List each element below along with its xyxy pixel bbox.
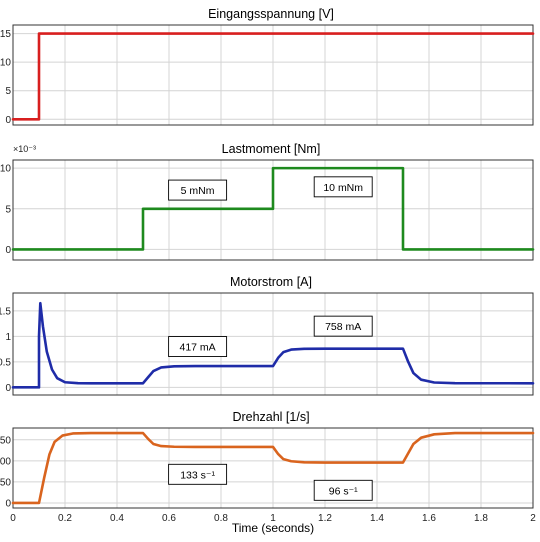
plot-frame — [12, 24, 534, 126]
x-tick-label: 0.8 — [214, 513, 228, 524]
annotation-box — [168, 336, 228, 357]
annotation: 758 mA — [313, 315, 373, 337]
series-line — [11, 431, 535, 505]
y-tick-label: 00 — [0, 456, 11, 467]
annotation: 417 mA — [168, 336, 228, 357]
chart-panel-2: 0 5 10×10⁻³ Lastmoment [Nm] 5 mNm 10 mNm — [0, 142, 535, 261]
x-tick-label: 1.6 — [422, 513, 436, 524]
chart-title: Drehzahl [1/s] — [232, 410, 309, 424]
x-tick-label: 2 — [530, 513, 536, 524]
annotation-text: 5 mNm — [181, 185, 215, 197]
x-tick-label: 0.2 — [58, 513, 72, 524]
y-tick-label: 1.5 — [0, 306, 11, 317]
y-exponent-label: ×10⁻³ — [13, 144, 36, 154]
y-tick-label: 5 — [5, 204, 11, 215]
annotation: 133 s⁻¹ — [168, 463, 228, 485]
y-tick-label: 15 — [0, 29, 11, 40]
x-axis-label: Time (seconds) — [232, 521, 314, 535]
annotation-box — [168, 463, 228, 485]
y-tick-label: 10 — [0, 164, 11, 175]
annotation-box — [313, 315, 373, 337]
y-tick-label: 50 — [0, 435, 11, 446]
x-tick-label: 1.8 — [474, 513, 488, 524]
chart-panel-4: 0 50 00 50 Drehzahl [1/s] 133 s⁻¹ 96 s⁻¹ 0 0.2 0.… — [0, 410, 536, 535]
series-line — [11, 301, 535, 389]
plot-frame — [12, 159, 534, 261]
series-line — [11, 166, 535, 251]
annotation-text: 417 mA — [180, 342, 216, 354]
annotation-box — [313, 479, 373, 501]
plot-frame — [12, 292, 534, 396]
chart-title: Lastmoment [Nm] — [222, 142, 321, 156]
y-tick-label: 0.5 — [0, 357, 11, 368]
annotation-box — [168, 179, 228, 201]
x-tick-label: 1.2 — [318, 513, 332, 524]
x-tick-label: 1.4 — [370, 513, 384, 524]
chart-title: Eingangsspannung [V] — [208, 7, 334, 21]
series-line — [11, 32, 535, 121]
chart-panel-3: 0 0.5 1 1.5 Motorstrom [A] 417 mA 758 mA — [0, 275, 535, 396]
y-tick-label: 0 — [5, 498, 11, 509]
chart-title: Motorstrom [A] — [230, 275, 312, 289]
annotation-box — [313, 176, 373, 198]
plot-frame — [12, 427, 534, 509]
annotation: 96 s⁻¹ — [313, 479, 373, 501]
y-tick-label: 1 — [5, 332, 11, 343]
annotation: 10 mNm — [313, 176, 373, 198]
x-tick-label: 0 — [10, 513, 16, 524]
chart-panel-1: 0 5 10 15 Eingangsspannung [V] — [0, 7, 535, 126]
y-tick-label: 0 — [5, 115, 11, 126]
x-tick-label: 1 — [270, 513, 276, 524]
x-tick-label: 0.4 — [110, 513, 124, 524]
y-tick-label: 0 — [5, 383, 11, 394]
y-tick-label: 50 — [0, 477, 11, 488]
y-tick-label: 10 — [0, 58, 11, 69]
annotation-text: 96 s⁻¹ — [329, 485, 358, 497]
y-tick-label: 5 — [5, 86, 11, 97]
annotation-text: 758 mA — [325, 321, 361, 333]
annotation: 5 mNm — [168, 179, 228, 201]
annotation-text: 10 mNm — [323, 182, 363, 194]
x-tick-label: 0.6 — [162, 513, 176, 524]
annotation-text: 133 s⁻¹ — [180, 469, 215, 481]
y-tick-label: 0 — [5, 245, 11, 256]
